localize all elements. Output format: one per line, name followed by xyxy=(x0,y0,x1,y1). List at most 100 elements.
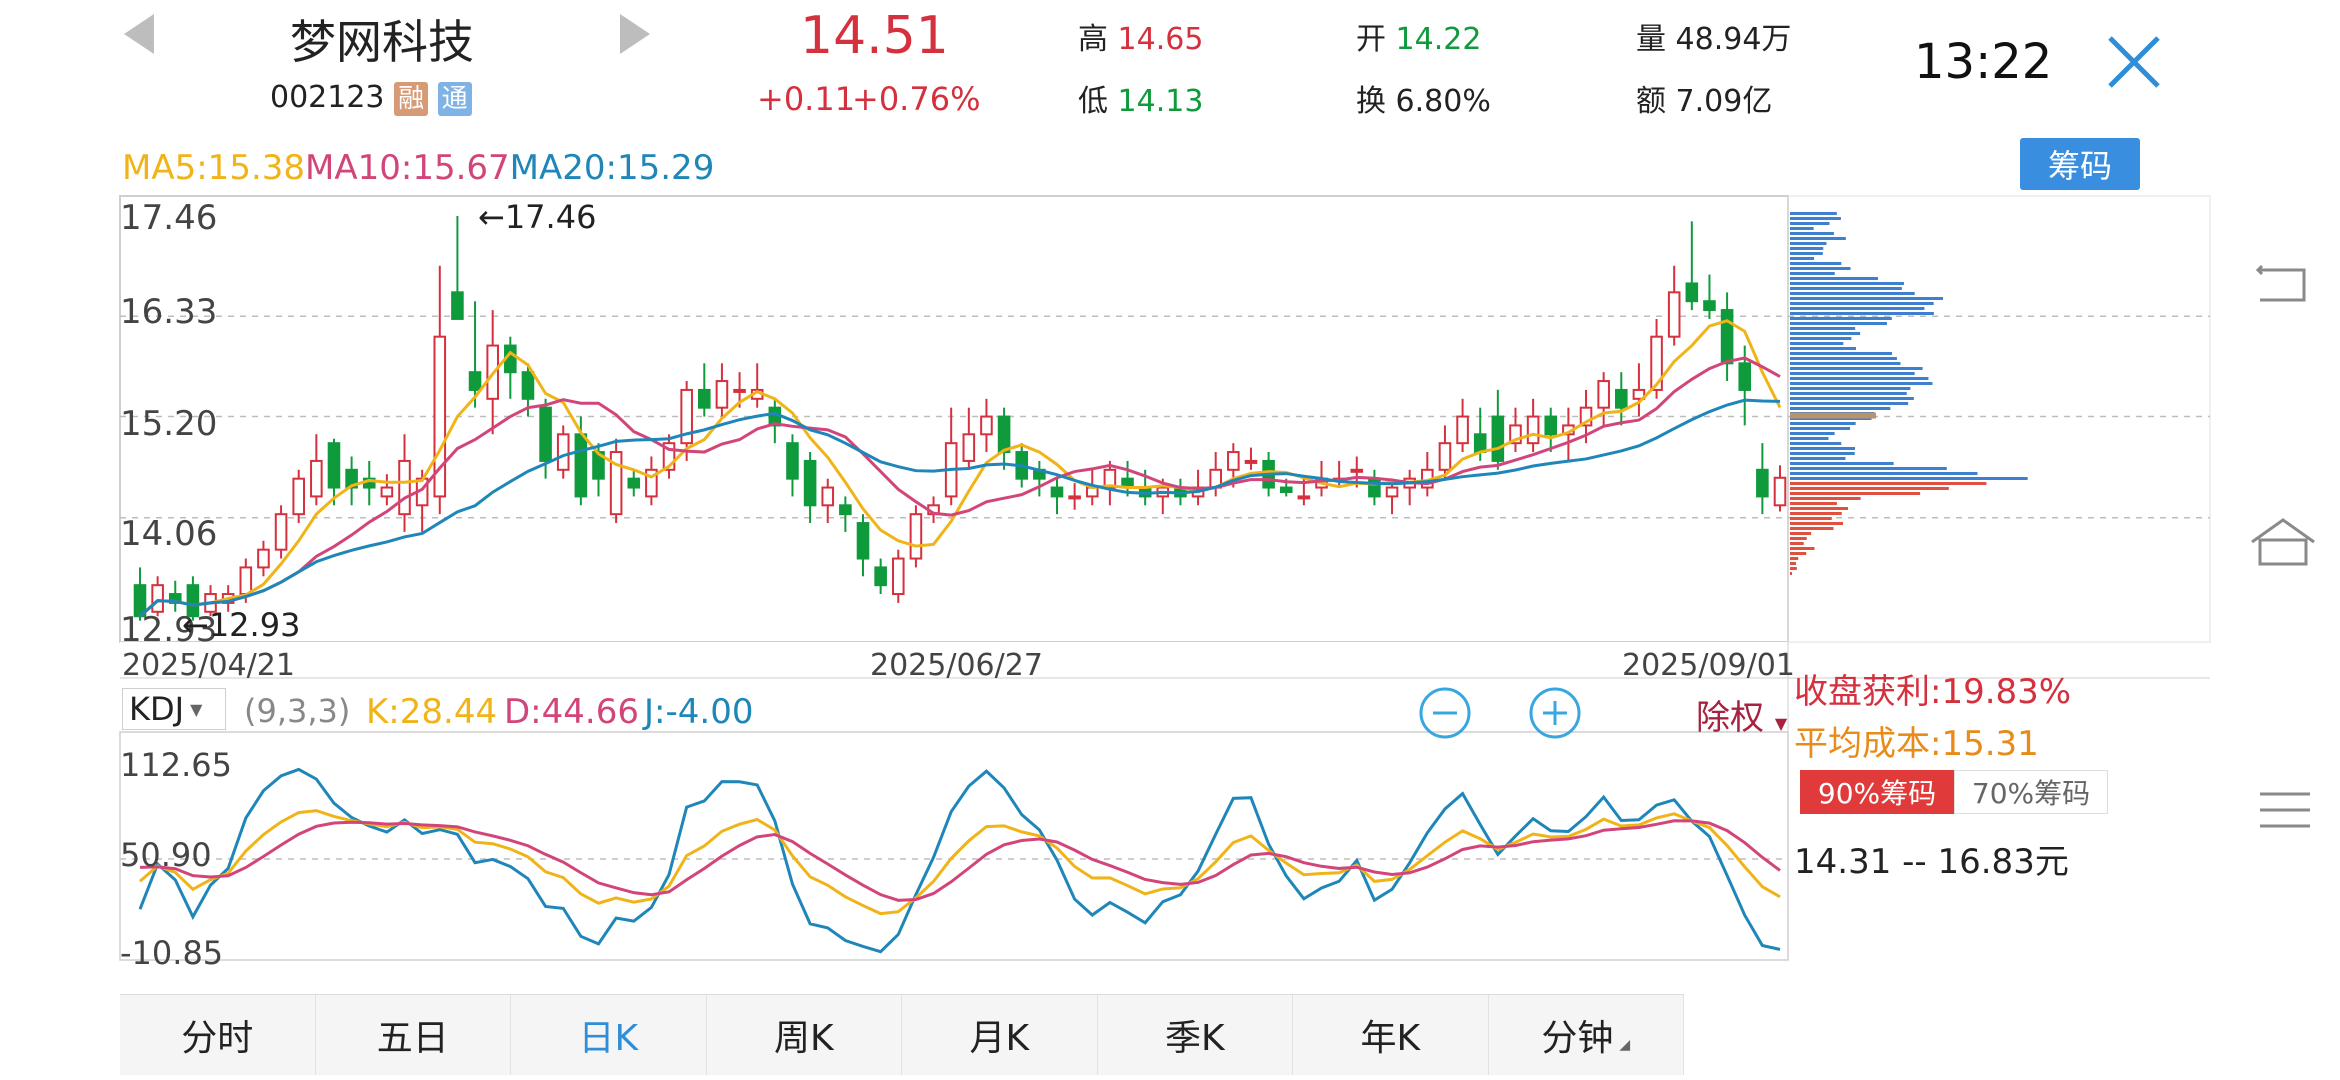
candle-body xyxy=(1440,443,1451,470)
back-icon[interactable] xyxy=(2252,258,2312,308)
candle-body xyxy=(276,514,287,549)
candle-body xyxy=(1299,496,1310,498)
chip-bar xyxy=(1790,437,1829,440)
tab-minute[interactable]: 分钟 ◢ xyxy=(1489,995,1685,1075)
kdj-params: (9,3,3) xyxy=(244,692,350,730)
kdj-k-line xyxy=(140,811,1780,914)
zoom-in-icon[interactable] xyxy=(1528,686,1582,740)
ex-rights-label: 除权 xyxy=(1696,698,1764,738)
chip-70-tab[interactable]: 70%筹码 xyxy=(1954,770,2108,814)
chip-bar xyxy=(1790,387,1910,390)
chip-range: 14.31 -- 16.83元 xyxy=(1794,834,2069,883)
tab-intraday[interactable]: 分时 xyxy=(120,995,316,1075)
tab-monthly-k[interactable]: 月K xyxy=(902,995,1098,1075)
chip-bar xyxy=(1790,402,1908,405)
chip-bar xyxy=(1790,432,1835,435)
candle-body xyxy=(1775,478,1786,506)
chip-bar xyxy=(1790,287,1902,290)
chip-bar xyxy=(1790,462,1894,465)
chip-bar xyxy=(1790,292,1915,295)
kdj-j-value: J:-4.00 xyxy=(644,692,753,732)
price-axis-label: 14.06 xyxy=(120,514,217,554)
chip-bar xyxy=(1790,367,1923,370)
dropdown-caret-icon: ▼ xyxy=(190,700,202,719)
candle-body xyxy=(1475,434,1486,452)
chip-bar xyxy=(1790,422,1856,425)
candle-body xyxy=(1387,488,1398,497)
candle-body xyxy=(523,372,534,399)
chip-bar xyxy=(1790,517,1832,520)
chip-bar xyxy=(1790,467,1947,470)
average-cost: 平均成本:15.31 xyxy=(1794,716,2039,765)
menu-icon[interactable] xyxy=(2258,790,2312,830)
chip-bar xyxy=(1790,357,1897,360)
price-axis-label: 17.46 xyxy=(120,198,217,238)
date-label: 2025/04/21 xyxy=(122,648,295,683)
chip-bar xyxy=(1790,252,1823,255)
candle-body xyxy=(1598,381,1609,408)
ex-rights-selector[interactable]: 除权 ▼ xyxy=(1696,690,1787,739)
chip-bar xyxy=(1790,377,1928,380)
chip-bar xyxy=(1790,557,1798,560)
candle-body xyxy=(1281,488,1292,492)
candle-body xyxy=(1669,292,1680,336)
chip-bar xyxy=(1790,262,1841,265)
candle-body xyxy=(1228,452,1239,470)
candle-body xyxy=(858,523,869,558)
candle-body xyxy=(1616,390,1627,408)
zoom-out-icon[interactable] xyxy=(1418,686,1472,740)
candle-body xyxy=(840,505,851,514)
tab-quarterly-k[interactable]: 季K xyxy=(1098,995,1294,1075)
candle-body xyxy=(1351,470,1362,472)
chip-bar xyxy=(1790,442,1841,445)
chip-bar xyxy=(1790,562,1796,565)
chip-bar xyxy=(1790,552,1806,555)
chip-bar xyxy=(1790,542,1804,545)
chip-bar xyxy=(1790,502,1837,505)
candle-body xyxy=(1757,470,1768,497)
chip-bar xyxy=(1790,572,1792,575)
chip-bar xyxy=(1790,232,1834,235)
chip-bar xyxy=(1790,512,1842,515)
price-axis-label: 15.20 xyxy=(120,404,217,444)
profit-ratio: 收盘获利:19.83% xyxy=(1794,664,2071,713)
chip-bar xyxy=(1790,487,1949,490)
candle-body xyxy=(717,381,728,408)
kdj-axis-label: 112.65 xyxy=(120,746,232,784)
candle-body xyxy=(399,461,410,514)
candle-body xyxy=(329,443,340,487)
period-tab-bar: 分时 五日 日K 周K 月K 季K 年K 分钟 ◢ xyxy=(120,994,1684,1075)
candle-body xyxy=(470,372,481,390)
candle-body xyxy=(1704,301,1715,310)
indicator-selector[interactable]: KDJ ▼ xyxy=(122,688,226,730)
candle-body xyxy=(293,479,304,514)
candle-body xyxy=(1052,488,1063,497)
candle-body xyxy=(628,479,639,488)
kdj-k-value: K:28.44 xyxy=(366,692,497,732)
chip-bar xyxy=(1790,352,1892,355)
chip-bar xyxy=(1790,397,1914,400)
candle-body xyxy=(558,434,569,469)
chip-bar xyxy=(1790,282,1904,285)
candle-body xyxy=(1687,283,1698,301)
chip-bar xyxy=(1790,297,1943,300)
chip-bar xyxy=(1790,522,1843,525)
home-icon[interactable] xyxy=(2248,516,2318,568)
chip-bar xyxy=(1790,537,1807,540)
candle-body xyxy=(241,567,252,594)
tab-five-day[interactable]: 五日 xyxy=(316,995,512,1075)
tab-yearly-k[interactable]: 年K xyxy=(1293,995,1489,1075)
chip-90-tab[interactable]: 90%筹码 xyxy=(1800,770,1954,814)
chip-bar xyxy=(1790,307,1924,310)
indicator-selector-label: KDJ xyxy=(129,690,184,728)
tab-daily-k[interactable]: 日K xyxy=(511,995,707,1075)
candle-body xyxy=(452,292,463,319)
kdj-d-value: D:44.66 xyxy=(504,692,639,732)
candle-body xyxy=(787,443,798,478)
chip-bar xyxy=(1790,302,1934,305)
tab-weekly-k[interactable]: 周K xyxy=(707,995,903,1075)
candle-body xyxy=(805,461,816,505)
kdj-frame xyxy=(120,732,1788,960)
chip-bar xyxy=(1790,492,1920,495)
candle-body xyxy=(999,417,1010,452)
